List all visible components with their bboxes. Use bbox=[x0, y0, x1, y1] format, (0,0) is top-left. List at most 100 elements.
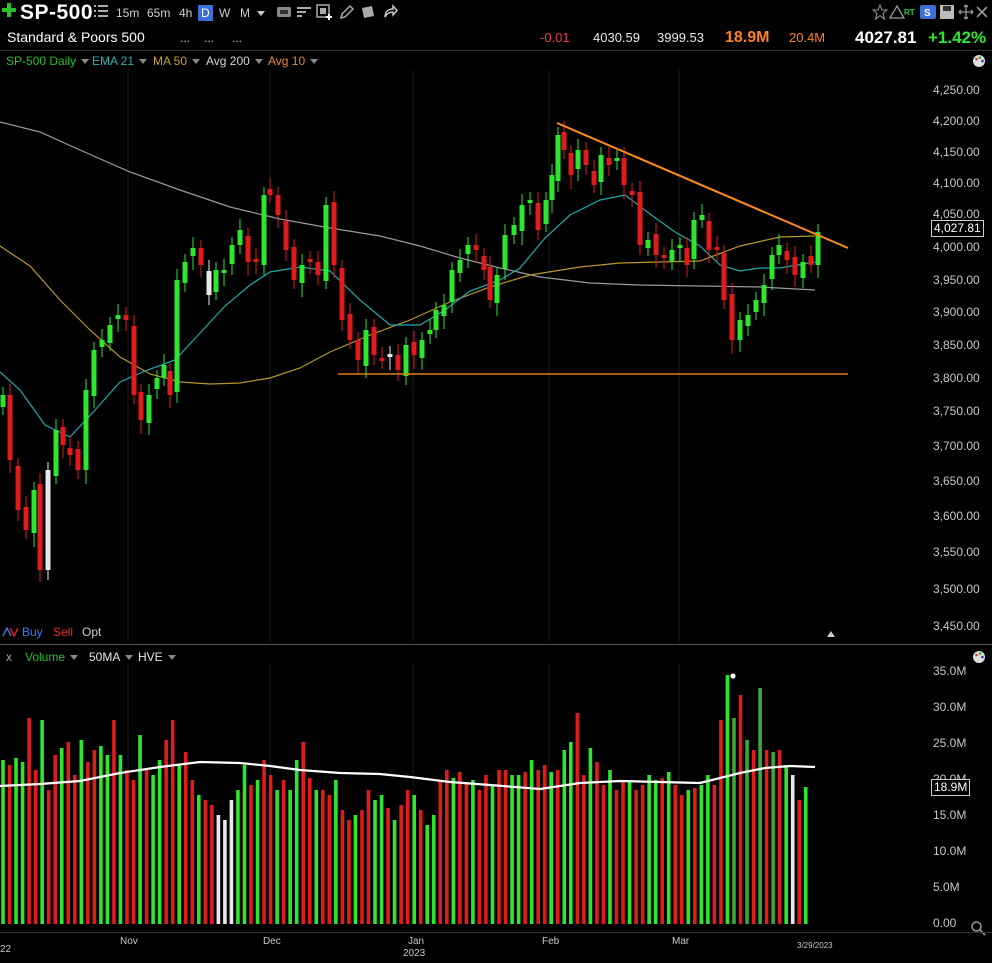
volume-bars bbox=[1, 675, 808, 924]
volume-bar bbox=[706, 775, 710, 924]
volume-bar bbox=[366, 790, 371, 924]
volume-bar bbox=[255, 780, 260, 924]
add-symbol-icon[interactable] bbox=[2, 3, 16, 17]
candle-body bbox=[645, 240, 651, 248]
candle-body bbox=[45, 470, 51, 570]
volume-bar bbox=[105, 755, 110, 924]
volume-legend[interactable]: Volume bbox=[25, 650, 79, 664]
volume-bar bbox=[327, 795, 332, 924]
candle-body bbox=[549, 175, 555, 200]
volume-bar bbox=[464, 782, 469, 924]
timeframe-15m[interactable]: 15m bbox=[116, 6, 140, 20]
list-icon[interactable] bbox=[93, 3, 109, 19]
close-volume-pane-icon[interactable]: x bbox=[6, 650, 12, 664]
volume-bar bbox=[497, 770, 501, 924]
candle-body bbox=[379, 358, 385, 361]
volume-50ma-legend[interactable]: 50MA bbox=[89, 650, 134, 664]
volume-bar bbox=[536, 770, 540, 924]
legend-item-ema21[interactable]: EMA 21 bbox=[92, 54, 148, 68]
favorite-star-icon[interactable] bbox=[872, 4, 888, 20]
legend-item-avg200[interactable]: Avg 200 bbox=[206, 54, 263, 68]
price-tick: 3,450.00 bbox=[933, 619, 980, 633]
save-icon[interactable] bbox=[939, 4, 955, 20]
candle-body bbox=[800, 262, 806, 278]
close-icon[interactable] bbox=[974, 4, 990, 20]
candle-body bbox=[714, 247, 720, 250]
volume-bar bbox=[719, 720, 723, 924]
realtime-icon[interactable]: RT bbox=[904, 8, 915, 17]
timeframe-w[interactable]: W bbox=[219, 6, 231, 20]
candle-body bbox=[107, 325, 113, 343]
candle-body bbox=[568, 153, 574, 175]
line-style-icon[interactable] bbox=[296, 4, 312, 20]
legend-item-avg10[interactable]: Avg 10 bbox=[268, 54, 319, 68]
volume-bar bbox=[790, 775, 795, 924]
volume-palette-icon[interactable] bbox=[972, 650, 986, 664]
tv-chart-icon[interactable] bbox=[276, 4, 292, 20]
candle-body bbox=[403, 345, 409, 376]
settings-badge-icon[interactable]: S bbox=[920, 4, 936, 20]
timeframe-d[interactable]: D bbox=[198, 5, 213, 21]
timeframe-4h[interactable]: 4h bbox=[179, 6, 193, 20]
candle-body bbox=[761, 285, 767, 303]
legend-item-sp500-daily[interactable]: SP-500 Daily bbox=[6, 54, 90, 68]
volume-bar bbox=[33, 770, 38, 924]
palette-icon[interactable] bbox=[972, 54, 986, 68]
svg-text:S: S bbox=[924, 8, 931, 19]
volume-bar bbox=[712, 785, 717, 924]
candle-body bbox=[419, 340, 425, 358]
alert-icon[interactable] bbox=[889, 4, 905, 20]
move-icon[interactable] bbox=[958, 4, 974, 20]
candle-body bbox=[347, 314, 353, 340]
trade-arrows-icon[interactable] bbox=[2, 627, 18, 637]
volume-bar bbox=[301, 742, 306, 924]
candle-body bbox=[237, 230, 243, 245]
volume-chart[interactable] bbox=[0, 664, 928, 940]
share-icon[interactable] bbox=[382, 4, 398, 20]
timeframe-dropdown-icon[interactable] bbox=[257, 11, 265, 16]
annotate-icon[interactable] bbox=[360, 4, 376, 20]
add-study-icon[interactable] bbox=[316, 4, 332, 20]
collapse-pane-icon[interactable] bbox=[827, 631, 835, 637]
volume-bar bbox=[360, 810, 364, 924]
candle-body bbox=[591, 171, 597, 185]
volume-bar bbox=[438, 780, 443, 924]
net-change: -0.01 bbox=[540, 30, 570, 45]
volume-bar bbox=[196, 795, 201, 924]
price-tick: 3,550.00 bbox=[933, 545, 980, 559]
candle-body bbox=[527, 200, 533, 203]
volume-bar bbox=[170, 720, 175, 924]
percent-change: +1.42% bbox=[928, 28, 987, 47]
price-tick: 4,050.00 bbox=[933, 207, 980, 221]
legend-item-ma50[interactable]: MA 50 bbox=[153, 54, 201, 68]
volume-bar bbox=[72, 775, 77, 924]
hve-legend[interactable]: HVE bbox=[138, 650, 176, 664]
candle-body bbox=[776, 245, 782, 255]
pane-divider[interactable] bbox=[0, 644, 992, 645]
candle-body bbox=[23, 507, 29, 530]
volume-bar bbox=[425, 825, 430, 924]
volume-bar bbox=[751, 750, 756, 924]
candle-body bbox=[598, 155, 604, 182]
volume-bar bbox=[503, 770, 508, 924]
candle-body bbox=[213, 270, 219, 292]
candle-body bbox=[561, 132, 567, 150]
volume-bar bbox=[223, 820, 227, 924]
candle-body bbox=[174, 280, 180, 392]
symbol-title[interactable]: SP-500 bbox=[20, 1, 94, 24]
price-chart[interactable] bbox=[0, 70, 928, 642]
candle-body bbox=[684, 248, 690, 265]
candle-body bbox=[691, 220, 697, 259]
sell-button[interactable]: Sell bbox=[53, 625, 74, 639]
buy-button[interactable]: Buy bbox=[22, 625, 43, 639]
draw-pencil-icon[interactable] bbox=[339, 4, 355, 20]
volume-bar bbox=[653, 780, 658, 924]
timeframe-65m[interactable]: 65m bbox=[147, 6, 171, 20]
zoom-icon[interactable] bbox=[970, 920, 986, 936]
candle-body bbox=[99, 340, 105, 347]
timeframe-m[interactable]: M bbox=[240, 6, 250, 20]
options-button[interactable]: Opt bbox=[82, 625, 102, 639]
volume-bar bbox=[138, 735, 142, 924]
volume-bar bbox=[373, 800, 377, 924]
candle-body bbox=[60, 427, 66, 445]
